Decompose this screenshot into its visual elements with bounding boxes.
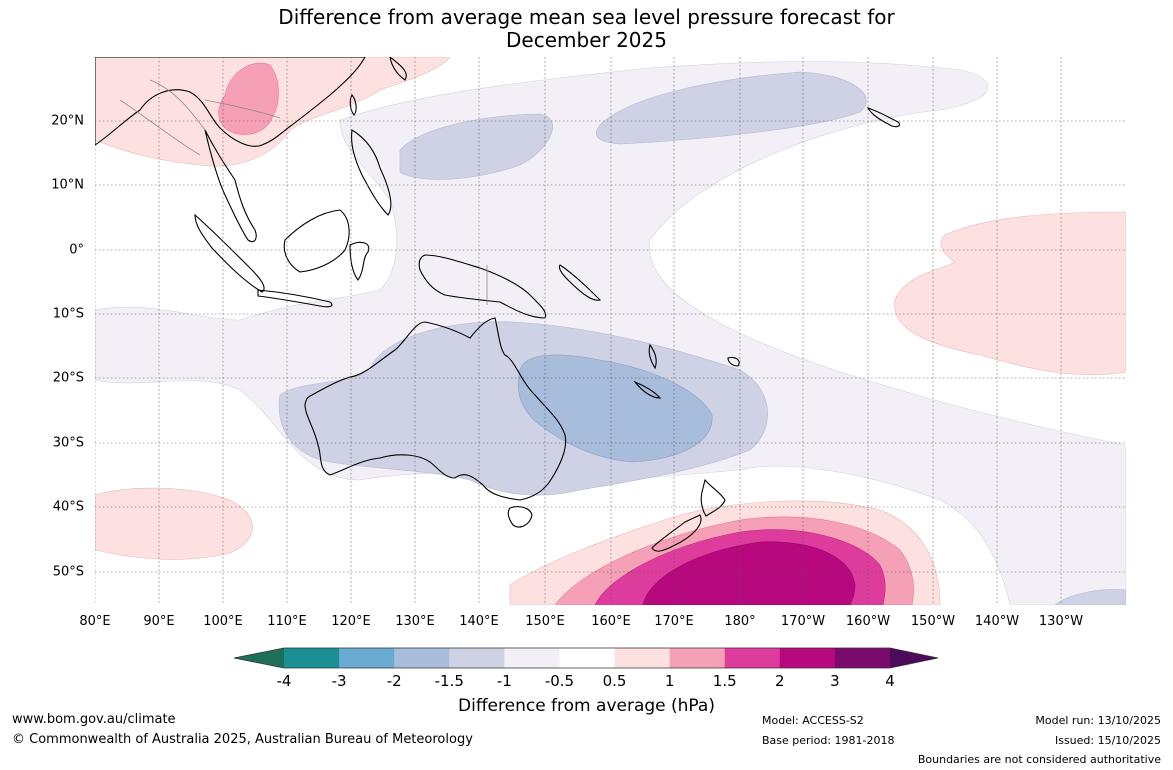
coast-new-guinea xyxy=(418,254,547,319)
colorbar-tick-label: -1 xyxy=(496,672,512,690)
lon-label: 140°W xyxy=(974,614,1020,629)
contour-grey-north-2 xyxy=(596,71,867,145)
contour-blue-coral-sea xyxy=(517,354,713,463)
coast-australia xyxy=(304,317,567,501)
colorbar-segment xyxy=(504,648,560,668)
coast-borneo xyxy=(283,209,350,273)
contour-pinkmid-asia xyxy=(218,62,279,135)
colorbar-segment xyxy=(559,648,616,668)
lon-label: 130°E xyxy=(395,614,435,629)
colorbar-outline xyxy=(233,647,939,669)
coast-nz-north xyxy=(700,478,726,517)
colorbar-tick-label: -2 xyxy=(386,672,402,690)
contour-grey-southeast xyxy=(1054,589,1126,605)
coast-new-caledonia xyxy=(633,380,662,399)
lon-label: 130°W xyxy=(1038,614,1084,629)
colorbar-segment xyxy=(724,648,781,668)
footer-website: www.bom.gov.au/climate xyxy=(12,712,176,727)
colorbar-tick-label: 2 xyxy=(775,672,785,690)
colorbar-tick-label: 3 xyxy=(830,672,840,690)
lon-label: 80°E xyxy=(79,614,111,629)
colorbar-tick-label: 4 xyxy=(885,672,895,690)
map-title-line1: Difference from average mean sea level p… xyxy=(278,5,895,29)
contour-grey-north-1 xyxy=(399,113,553,180)
colorbar-extend-high xyxy=(890,648,938,668)
contour-deepmagenta-southern xyxy=(642,541,856,605)
coast-japan xyxy=(389,57,407,81)
colorbar-segment xyxy=(834,648,891,668)
coastlines xyxy=(95,57,901,552)
country-borders xyxy=(119,79,488,305)
lon-label: 170°W xyxy=(780,614,826,629)
footer-copyright: © Commonwealth of Australia 2025, Austra… xyxy=(12,732,473,747)
colorbar-title: Difference from average (hPa) xyxy=(458,696,715,716)
footer-model: Model: ACCESS-S2 xyxy=(762,714,864,727)
lat-label: 30°S xyxy=(52,435,84,451)
coast-solomons xyxy=(558,264,602,301)
colorbar-segment xyxy=(614,648,671,668)
lat-label: 10°S xyxy=(52,306,84,322)
coast-nz-south xyxy=(651,514,702,552)
colorbar-tick-label: -0.5 xyxy=(544,672,575,690)
colorbar-segment xyxy=(339,648,395,668)
colorbar-tick-label: -1.5 xyxy=(434,672,464,690)
colorbar-segment xyxy=(284,648,340,668)
colorbar-segment xyxy=(779,648,836,668)
lon-label: 160°E xyxy=(591,614,631,629)
lon-label: 160°W xyxy=(845,614,891,629)
lon-label: 140°E xyxy=(459,614,499,629)
coast-sumatra xyxy=(194,213,265,293)
lat-label: 50°S xyxy=(52,564,84,580)
lon-label: 100°E xyxy=(203,614,243,629)
colorbar-tick-label: 0.5 xyxy=(602,672,627,690)
lat-label: 20°S xyxy=(52,370,84,386)
footer-disclaimer: Boundaries are not considered authoritat… xyxy=(917,753,1161,766)
coast-java xyxy=(257,289,333,308)
lat-label: 40°S xyxy=(52,499,84,515)
contour-pink-indian-ocean xyxy=(95,487,253,560)
coast-fiji xyxy=(727,356,740,367)
footer-model-run: Model run: 13/10/2025 xyxy=(1035,714,1161,727)
colorbar xyxy=(233,647,939,669)
coast-asia-mainland xyxy=(95,57,366,147)
coast-philippines xyxy=(351,129,392,216)
colorbar-tick-label: 1.5 xyxy=(712,672,737,690)
colorbar-segment xyxy=(394,648,450,668)
map-graticule xyxy=(95,57,1126,605)
lon-label: 150°E xyxy=(525,614,565,629)
coast-taiwan xyxy=(349,94,357,116)
colorbar-segment xyxy=(449,648,505,668)
colorbar-extend-low xyxy=(234,648,284,668)
lat-label: 20°N xyxy=(51,113,84,129)
coast-vanuatu xyxy=(648,343,657,370)
lon-label: 180° xyxy=(724,614,756,629)
lon-label: 90°E xyxy=(143,614,175,629)
colorbar-tick-label: -3 xyxy=(331,672,347,690)
lon-label: 120°E xyxy=(331,614,371,629)
coast-hawaii xyxy=(866,107,901,128)
lon-label: 150°W xyxy=(910,614,956,629)
lat-label: 0° xyxy=(69,242,84,258)
colorbar-tick-label: 1 xyxy=(664,672,675,690)
lon-label: 110°E xyxy=(267,614,307,629)
map-title-line2: December 2025 xyxy=(506,28,667,52)
footer-base-period: Base period: 1981-2018 xyxy=(762,734,895,747)
lon-label: 170°E xyxy=(654,614,694,629)
coast-sulawesi xyxy=(349,241,370,281)
footer-issued: Issued: 15/10/2025 xyxy=(1054,734,1161,747)
lat-label: 10°N xyxy=(51,177,84,193)
coast-malay-indochina xyxy=(204,129,257,243)
contour-pink-east-pacific xyxy=(894,211,1126,376)
colorbar-segment xyxy=(669,648,726,668)
coast-tasmania xyxy=(507,506,533,528)
colorbar-tick-label: -4 xyxy=(276,672,292,690)
